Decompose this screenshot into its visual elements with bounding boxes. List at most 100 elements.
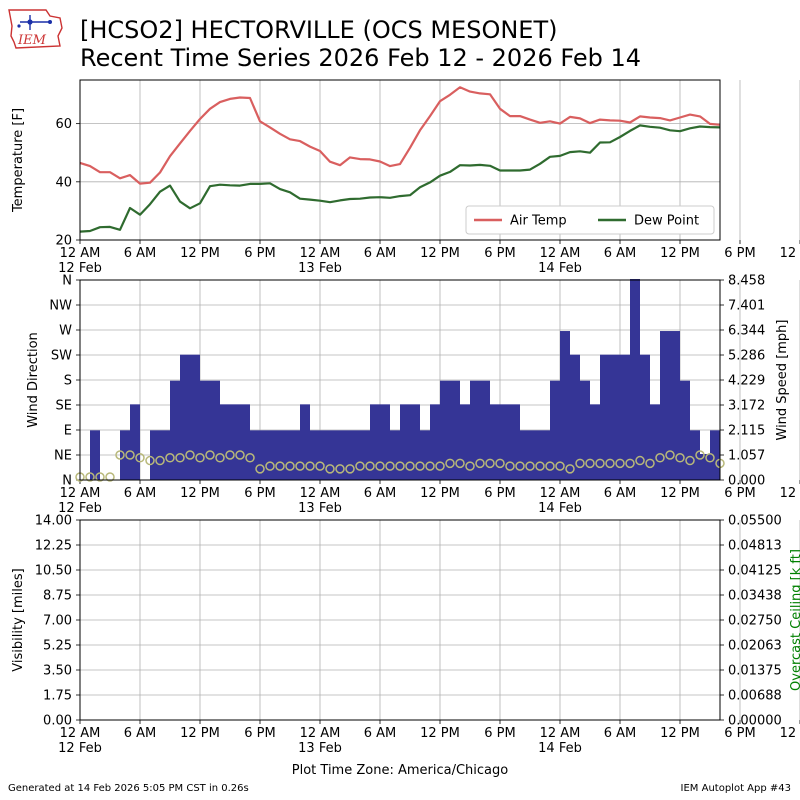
wind-direction-point: [405, 461, 415, 471]
wind-speed-bar: [370, 404, 380, 480]
wind-direction-point: [215, 453, 225, 463]
wind-direction-point: [275, 461, 285, 471]
y-tick-label: 8.75: [43, 589, 72, 604]
legend-label: Dew Point: [634, 214, 699, 229]
wind-direction-point: [165, 453, 175, 463]
y-tick-label-right: 0.01375: [728, 664, 782, 679]
x-tick-label: 6 PM: [484, 486, 515, 501]
app-label: IEM Autoplot App #43: [680, 783, 791, 794]
x-tick-label: 12 PM: [660, 246, 700, 261]
wind-speed-bar: [390, 430, 400, 480]
y-tick-label: 60: [55, 117, 72, 132]
x-tick-label: 12 PM: [420, 486, 460, 501]
wind-speed-bar: [510, 404, 520, 480]
wind-speed-bar: [700, 453, 710, 480]
timezone-label: Plot Time Zone: America/Chicago: [291, 763, 509, 778]
x-tick-label: 12 PM: [420, 246, 460, 261]
air-temp-line: [79, 86, 721, 185]
wind-direction-point: [565, 464, 575, 474]
y-tick-label-right: 0.05500: [728, 514, 782, 529]
y-axis-label: Temperature [F]: [11, 108, 26, 213]
y-tick-label-right: 0.02750: [728, 614, 782, 629]
x-tick-label: 12 PM: [420, 726, 460, 741]
y-axis-label-right: Overcast Ceiling [k ft]: [789, 549, 800, 691]
x-tick-label: 12 AM: [780, 246, 800, 261]
y-tick-label-right: 0.04813: [728, 539, 782, 554]
y-tick-label: E: [64, 424, 72, 439]
x-tick-label: 6 AM: [124, 486, 157, 501]
wind-speed-bar: [360, 430, 370, 480]
x-tick-label: 6 PM: [724, 486, 755, 501]
wind-direction-point: [235, 450, 245, 460]
wind-speed-bar: [600, 354, 610, 480]
wind-speed-bar: [480, 380, 490, 480]
x-tick-label: 12 AM: [60, 246, 101, 261]
wind-direction-point: [465, 461, 475, 471]
x-tick-label: 12 AM: [780, 726, 800, 741]
x-tick-label: 6 AM: [604, 726, 637, 741]
y-tick-label: 0.00: [43, 714, 72, 729]
x-tick-label: 12 AM: [60, 726, 101, 741]
wind-direction-point: [605, 458, 615, 469]
wind-speed-bar: [530, 430, 540, 480]
wind-speed-bar: [310, 430, 320, 480]
y-tick-label: S: [64, 374, 72, 389]
wind-direction-point: [485, 458, 495, 469]
wind-speed-bar: [250, 430, 260, 480]
y-axis-label: Wind Direction: [26, 332, 41, 428]
wind-speed-bar: [270, 430, 280, 480]
wind-speed-bar: [330, 430, 340, 480]
wind-direction-point: [705, 453, 715, 463]
wind-speed-bar: [450, 380, 460, 480]
wind-direction-point: [205, 450, 215, 460]
x-tick-label: 12 AM: [780, 486, 800, 501]
wind-speed-bar: [580, 380, 590, 480]
wind-direction-point: [145, 455, 155, 466]
y-tick-label: N: [62, 274, 72, 289]
y-tick-label: 12.25: [35, 539, 72, 554]
wind-speed-bar: [130, 404, 140, 480]
legend-box: [465, 205, 715, 235]
wind-speed-bar: [230, 404, 240, 480]
wind-direction-point: [85, 472, 95, 482]
wind-direction-point: [595, 458, 605, 469]
x-tick-label: 6 PM: [484, 726, 515, 741]
wind-speed-bar: [630, 279, 640, 480]
wind-direction-point: [295, 461, 305, 471]
wind-speed-bar: [90, 430, 100, 480]
wind-direction-point: [685, 455, 695, 466]
wind-speed-bar: [590, 404, 600, 480]
wind-speed-bar: [260, 430, 270, 480]
wind-speed-bar: [210, 380, 220, 480]
wind-direction-point: [575, 458, 585, 469]
wind-direction-point: [375, 461, 385, 471]
axes-frame: [79, 279, 721, 481]
x-tick-label: 12 AM: [540, 726, 581, 741]
wind-speed-bar: [640, 354, 650, 480]
wind-direction-point: [185, 450, 195, 460]
wind-speed-bar: [570, 354, 580, 480]
wind-speed-bar: [420, 430, 430, 480]
wind-direction-point: [445, 458, 455, 469]
wind-speed-bar: [660, 331, 670, 480]
x-tick-label: 6 PM: [484, 246, 515, 261]
wind-speed-bar: [160, 430, 170, 480]
wind-direction-point: [135, 453, 145, 463]
wind-direction-point: [655, 453, 665, 463]
wind-speed-bar: [290, 430, 300, 480]
title-line-1: [HCSO2] HECTORVILLE (OCS MESONET): [80, 16, 558, 44]
wind-direction-point: [665, 450, 675, 460]
x-tick-label: 6 AM: [124, 726, 157, 741]
y-tick-label-right: 4.229: [728, 374, 765, 389]
wind-direction-point: [315, 461, 325, 471]
wind-direction-point: [245, 453, 255, 463]
axes-frame: [79, 519, 721, 721]
legend-label: Air Temp: [510, 214, 567, 229]
x-tick-label: 6 AM: [364, 726, 397, 741]
wind-direction-point: [355, 461, 365, 471]
wind-speed-bar: [200, 380, 210, 480]
x-tick-label: 6 PM: [724, 726, 755, 741]
x-tick-label: 12 PM: [180, 726, 220, 741]
x-tick-label: 6 PM: [724, 246, 755, 261]
x-tick-label: 12 AM: [540, 246, 581, 261]
